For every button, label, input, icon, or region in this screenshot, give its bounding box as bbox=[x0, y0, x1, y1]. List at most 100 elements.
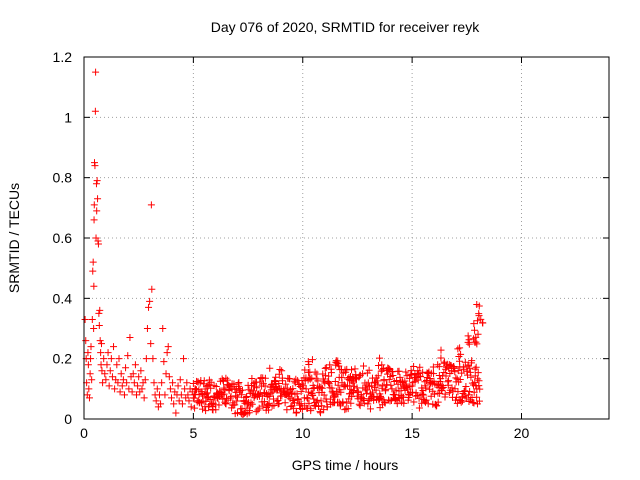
data-point bbox=[441, 390, 449, 398]
data-point bbox=[403, 384, 411, 392]
data-point bbox=[389, 371, 397, 379]
data-point bbox=[165, 373, 173, 381]
data-point bbox=[464, 332, 472, 340]
data-point bbox=[456, 344, 464, 352]
data-point bbox=[226, 394, 234, 402]
data-point bbox=[265, 406, 273, 414]
data-point bbox=[347, 366, 355, 374]
data-point bbox=[164, 343, 172, 351]
data-point bbox=[466, 364, 474, 372]
data-point bbox=[138, 385, 146, 393]
data-point bbox=[311, 402, 319, 410]
data-point bbox=[415, 404, 423, 412]
data-point bbox=[275, 399, 283, 407]
data-point bbox=[97, 361, 105, 369]
chart-title: Day 076 of 2020, SRMTID for receiver rey… bbox=[211, 19, 480, 35]
data-point bbox=[170, 400, 178, 408]
data-point bbox=[256, 378, 264, 386]
data-point bbox=[161, 391, 169, 399]
data-point bbox=[270, 402, 278, 410]
data-point bbox=[87, 343, 95, 351]
data-point bbox=[430, 370, 438, 378]
data-point bbox=[246, 407, 254, 415]
data-point bbox=[356, 402, 364, 410]
data-point bbox=[435, 363, 443, 371]
data-point bbox=[110, 343, 118, 351]
data-point bbox=[313, 396, 321, 404]
data-point bbox=[340, 381, 348, 389]
data-point bbox=[294, 396, 302, 404]
data-point bbox=[145, 303, 153, 311]
data-point bbox=[172, 409, 180, 417]
data-point bbox=[87, 355, 95, 363]
data-point bbox=[385, 376, 393, 384]
data-point bbox=[215, 401, 223, 409]
data-point bbox=[402, 368, 410, 376]
data-point bbox=[102, 376, 110, 384]
data-point bbox=[82, 337, 90, 345]
data-point bbox=[388, 385, 396, 393]
data-point bbox=[378, 382, 386, 390]
data-point bbox=[134, 382, 142, 390]
plot-frame bbox=[83, 56, 610, 420]
data-point bbox=[325, 380, 333, 388]
data-point bbox=[308, 356, 316, 364]
data-point bbox=[293, 408, 301, 416]
data-point bbox=[320, 391, 328, 399]
data-point bbox=[419, 368, 427, 376]
data-point bbox=[315, 403, 323, 411]
data-point bbox=[434, 398, 442, 406]
data-point bbox=[104, 349, 112, 357]
data-point bbox=[437, 346, 445, 354]
data-point bbox=[86, 370, 94, 378]
data-point bbox=[396, 373, 404, 381]
data-point bbox=[436, 378, 444, 386]
data-point bbox=[235, 379, 243, 387]
data-point bbox=[85, 394, 93, 402]
data-point bbox=[92, 180, 100, 188]
data-point bbox=[169, 379, 177, 387]
data-point bbox=[464, 338, 472, 346]
data-point bbox=[359, 370, 367, 378]
data-point bbox=[317, 409, 325, 417]
data-point bbox=[393, 377, 401, 385]
data-point bbox=[270, 377, 278, 385]
x-tick-label: 20 bbox=[514, 425, 530, 441]
data-point bbox=[456, 375, 464, 383]
data-point bbox=[212, 406, 220, 414]
data-point bbox=[103, 361, 111, 369]
data-point bbox=[332, 358, 340, 366]
data-point bbox=[475, 302, 483, 310]
data-point bbox=[137, 367, 145, 375]
data-point bbox=[90, 201, 98, 209]
data-point bbox=[274, 400, 282, 408]
data-point bbox=[266, 392, 274, 400]
data-point bbox=[168, 394, 175, 402]
x-axis-label: GPS time / hours bbox=[292, 457, 399, 473]
data-point bbox=[288, 389, 296, 397]
data-point bbox=[184, 391, 192, 399]
data-point bbox=[115, 355, 123, 363]
data-point bbox=[293, 390, 301, 398]
data-point bbox=[101, 370, 109, 378]
data-point bbox=[107, 355, 115, 363]
data-point bbox=[94, 195, 102, 203]
data-point bbox=[153, 385, 161, 393]
data-point bbox=[366, 405, 374, 413]
data-point bbox=[85, 385, 93, 393]
data-point bbox=[281, 399, 289, 407]
data-point bbox=[467, 373, 475, 381]
data-point bbox=[475, 397, 483, 405]
data-point bbox=[130, 379, 138, 387]
grid-lines bbox=[84, 57, 609, 419]
data-point bbox=[327, 369, 335, 377]
data-point bbox=[475, 312, 483, 320]
data-point bbox=[81, 315, 89, 323]
data-point bbox=[231, 385, 239, 393]
data-point bbox=[401, 377, 409, 385]
data-point bbox=[98, 340, 105, 348]
data-point bbox=[477, 315, 485, 323]
data-point bbox=[334, 381, 342, 389]
data-point bbox=[311, 368, 319, 376]
data-point bbox=[252, 408, 260, 416]
